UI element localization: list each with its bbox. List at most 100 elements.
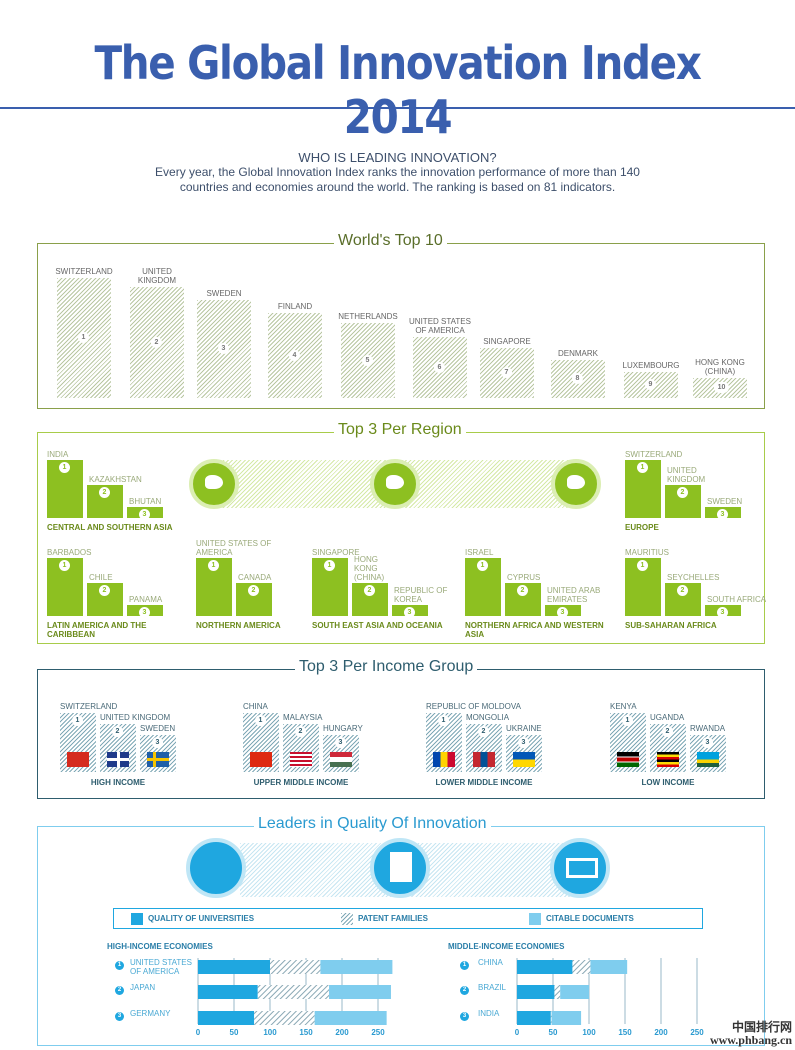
rank-badge: 7 [501, 367, 512, 378]
uganda-flag-icon [657, 752, 679, 767]
rank-badge: 2 [99, 487, 110, 498]
rank-badge: 2 [662, 726, 673, 737]
watermark-url: www.phbang.cn [709, 1033, 792, 1047]
bar-citable-documents [560, 985, 589, 999]
bar-quality-of-universities [198, 985, 258, 999]
title-divider [0, 107, 795, 109]
china-flag-icon [250, 752, 272, 767]
rank-badge: 1 [637, 560, 648, 571]
patent-icon [370, 838, 430, 898]
income-country: UGANDA [650, 713, 685, 722]
x-tick-label: 150 [618, 1028, 632, 1037]
region-name: NORTHERN AMERICA [196, 621, 281, 630]
rwanda-flag-icon [697, 752, 719, 767]
region-name: SOUTH EAST ASIA AND OCEANIA [312, 621, 443, 630]
top10-country: UNITED STATES OF AMERICA [409, 317, 471, 335]
region-country: INDIA [47, 450, 69, 459]
rank-badge: 2 [248, 585, 259, 596]
income-country: UNITED KINGDOM [100, 713, 171, 722]
rank-badge: 3 [702, 737, 713, 748]
rank-badge: 1 [438, 715, 449, 726]
region-country: REPUBLIC OF KOREA [394, 586, 448, 604]
rank-badge: 2 [99, 585, 110, 596]
kenya-flag-icon [617, 752, 639, 767]
x-tick-label: 0 [195, 1028, 201, 1037]
rank-badge: 1 [637, 462, 648, 473]
income-country: HUNGARY [323, 724, 363, 733]
rank-badge: 1 [208, 560, 219, 571]
leaders-title: Leaders in Quality Of Innovation [254, 815, 491, 833]
bar-patent-families [554, 985, 561, 999]
category-label: GERMANY [130, 1009, 171, 1018]
income-country: KENYA [610, 702, 637, 711]
rank-badge: 2 [677, 585, 688, 596]
bar-quality-of-universities [517, 985, 555, 999]
rank-badge: 1 [255, 715, 266, 726]
x-tick-label: 0 [514, 1028, 520, 1037]
intro-text: Every year, the Global Innovation Index … [155, 165, 640, 194]
rank-badge: 3 [557, 607, 568, 618]
citable-documents-icon [550, 838, 610, 898]
region-country: CANADA [238, 573, 272, 582]
legend-patents: PATENT FAMILIES [358, 914, 428, 923]
bar-quality-of-universities [198, 960, 270, 974]
rank-badge: 3 [460, 1012, 469, 1021]
globe-americas-icon [189, 459, 239, 509]
rank-badge: 2 [517, 585, 528, 596]
legend-universities: QUALITY OF UNIVERSITIES [148, 914, 255, 923]
rank-badge: 9 [645, 379, 656, 390]
region-country: CYPRUS [507, 573, 541, 582]
region-country: SWITZERLAND [625, 450, 683, 459]
switzerland-flag-icon [67, 752, 89, 767]
top10-country: SWITZERLAND [55, 267, 113, 276]
rank-badge: 2 [151, 336, 162, 348]
top10-country: DENMARK [557, 349, 598, 358]
region-name: SUB-SAHARAN AFRICA [625, 621, 717, 630]
category-label: UNITED STATES OF AMERICA [130, 958, 192, 976]
category-label: CHINA [478, 958, 503, 967]
category-label: JAPAN [130, 983, 156, 992]
income-group-name: HIGH INCOME [90, 778, 146, 787]
rank-badge: 3 [218, 343, 229, 354]
income-country: UKRAINE [506, 724, 542, 733]
income-group-name: LOW INCOME [641, 778, 695, 787]
legend-swatch-citable [529, 913, 541, 925]
region-name: NORTHERN AFRICA AND WESTERN ASIA [465, 621, 604, 639]
rank-badge: 2 [115, 986, 124, 995]
bar-patent-families [550, 1011, 552, 1025]
rank-badge: 1 [324, 560, 335, 571]
legend [113, 908, 703, 929]
rank-badge: 3 [139, 607, 150, 618]
top10-country: LUXEMBOURG [622, 361, 680, 370]
income-country: RWANDA [690, 724, 726, 733]
rank-badge: 3 [717, 607, 728, 618]
x-tick-label: 250 [690, 1028, 704, 1037]
rank-badge: 1 [477, 560, 488, 571]
globe-europe-icon [551, 459, 601, 509]
rank-badge: 4 [289, 349, 300, 361]
region-country: BHUTAN [129, 497, 162, 506]
x-tick-label: 100 [263, 1028, 277, 1037]
globe-asia-icon [370, 459, 420, 509]
top10-title: World's Top 10 [334, 232, 447, 250]
rank-badge: 1 [59, 560, 70, 571]
rank-badge: 2 [364, 585, 375, 596]
rank-badge: 3 [115, 1012, 124, 1021]
income-country: REPUBLIC OF MOLDOVA [426, 702, 521, 711]
region-name: EUROPE [625, 523, 659, 532]
uk-flag-icon [107, 752, 129, 767]
region-country: KAZAKHSTAN [89, 475, 142, 484]
rank-badge: 3 [717, 509, 728, 520]
rank-badge: 2 [677, 487, 688, 498]
x-tick-label: 200 [654, 1028, 668, 1037]
x-tick-label: 150 [299, 1028, 313, 1037]
bar-citable-documents [590, 960, 628, 974]
region-country: SOUTH AFRICA [707, 595, 767, 604]
x-tick-label: 250 [371, 1028, 385, 1037]
top10-country: HONG KONG (CHINA) [695, 358, 745, 376]
region-name: LATIN AMERICA AND THE CARIBBEAN [47, 621, 147, 639]
rank-badge: 8 [572, 373, 583, 384]
top10-country: SWEDEN [206, 289, 242, 298]
region-country: UNITED KINGDOM [667, 466, 706, 484]
rank-badge: 3 [139, 509, 150, 520]
